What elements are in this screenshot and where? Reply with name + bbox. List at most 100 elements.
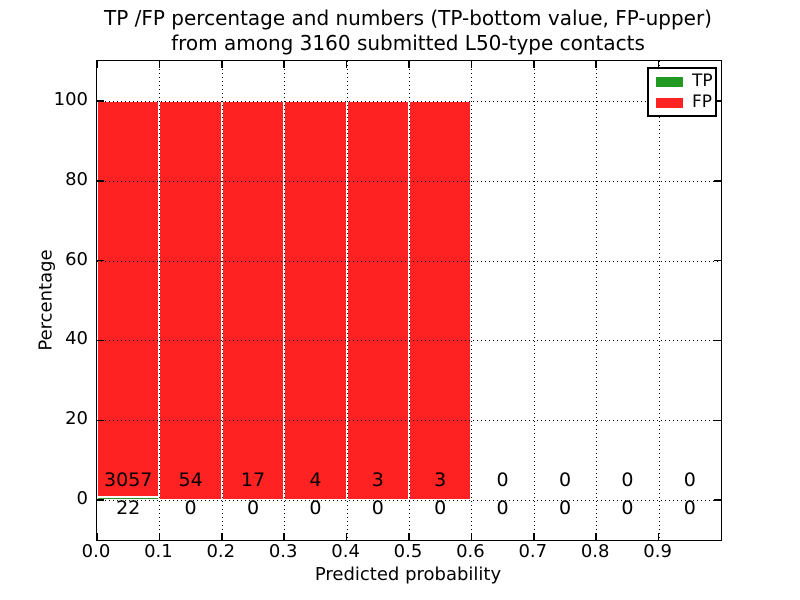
gridline-vertical: [284, 61, 286, 540]
x-tick-label: 0.5: [393, 541, 423, 562]
gridline-horizontal: [97, 340, 721, 342]
x-tick-mark: [595, 533, 597, 540]
y-tick-mark: [97, 419, 104, 421]
gridline-horizontal: [97, 100, 721, 102]
y-tick-mark: [97, 180, 104, 182]
x-tick-mark-top: [533, 61, 535, 68]
gridline-vertical: [159, 61, 161, 540]
y-tick-mark-right: [714, 180, 721, 182]
fp-bar: [221, 100, 285, 501]
x-tick-label: 0.7: [518, 541, 548, 562]
tp-legend-swatch-icon: [656, 76, 683, 87]
x-tick-mark-top: [408, 61, 410, 68]
y-tick-mark-right: [714, 419, 721, 421]
x-tick-label: 0.3: [268, 541, 298, 562]
legend-row-fp: FP: [649, 92, 715, 113]
tp-count-annotation: 0: [683, 497, 696, 519]
x-tick-mark: [470, 533, 473, 540]
legend-label-tp: TP: [692, 71, 713, 91]
x-tick-mark-top: [283, 61, 285, 68]
x-tick-label: 0.4: [331, 541, 360, 562]
gridline-vertical: [533, 61, 535, 540]
fp-count-annotation: 3: [371, 469, 384, 491]
x-tick-label: 0.6: [456, 541, 485, 562]
tp-count-annotation: 0: [309, 497, 322, 519]
fp-count-annotation: 0: [496, 469, 509, 491]
x-tick-mark-top: [657, 61, 660, 68]
tp-count-annotation: 0: [184, 497, 197, 519]
tp-count-annotation: 0: [434, 497, 447, 519]
x-axis-label: Predicted probability: [314, 564, 502, 585]
y-tick-label: 100: [53, 88, 88, 110]
x-tick-mark: [657, 533, 660, 540]
tp-count-annotation: 0: [246, 497, 260, 519]
gridline-horizontal: [97, 260, 721, 262]
y-tick-mark: [97, 259, 104, 262]
fp-count-annotation: 0: [683, 469, 696, 491]
x-tick-mark-top: [96, 61, 98, 68]
tp-count-annotation: 0: [621, 497, 634, 519]
gridline-horizontal: [97, 500, 721, 502]
tp-count-annotation: 0: [371, 497, 384, 519]
chart-title-line1: TP /FP percentage and numbers (TP-bottom…: [104, 6, 712, 30]
x-tick-mark-top: [470, 61, 473, 68]
fp-count-annotation: 3: [434, 469, 447, 491]
gridline-vertical: [346, 61, 348, 540]
y-tick-label: 0: [76, 488, 88, 510]
y-tick-mark: [97, 339, 104, 342]
x-tick-mark: [345, 533, 348, 540]
gridline-vertical: [409, 61, 410, 540]
fp-bar: [97, 100, 160, 498]
y-tick-mark-right: [714, 100, 721, 102]
x-tick-label: 0.0: [81, 541, 111, 562]
fp-bar: [409, 100, 472, 501]
legend-row-tp: TP: [649, 71, 715, 92]
tp-count-annotation: 22: [116, 497, 141, 519]
tp-count-annotation: 0: [558, 497, 572, 519]
fp-bar: [284, 100, 347, 501]
chart-title: TP /FP percentage and numbers (TP-bottom…: [96, 6, 720, 56]
x-tick-mark: [158, 533, 161, 540]
tp-bar: [97, 497, 160, 501]
fp-count-annotation: 54: [178, 469, 203, 491]
fp-bar: [159, 100, 222, 501]
x-tick-mark-top: [221, 61, 223, 68]
gridline-vertical: [471, 61, 473, 540]
plot-area: 3057 22 54 0 17 0 4 0 3 0 3 0 0 0 0 0 0 0 0 0 TP FP: [96, 60, 722, 541]
y-tick-mark: [97, 100, 104, 102]
fp-legend-swatch-icon: [656, 97, 683, 108]
gridline-vertical: [658, 61, 660, 540]
y-tick-label: 20: [65, 408, 88, 430]
gridline-horizontal: [97, 420, 721, 422]
y-tick-mark-right: [714, 259, 721, 262]
x-tick-mark-top: [158, 61, 161, 68]
y-tick-mark: [97, 499, 104, 501]
fp-bar: [346, 100, 409, 501]
x-tick-mark: [533, 533, 535, 540]
x-tick-mark: [408, 533, 410, 540]
gridline-horizontal: [97, 180, 721, 182]
y-tick-mark-right: [714, 339, 721, 342]
x-tick-mark: [221, 533, 223, 540]
fp-count-annotation: 17: [240, 469, 266, 491]
x-tick-label: 0.9: [643, 541, 672, 562]
legend: TP FP: [647, 67, 717, 117]
x-tick-mark: [283, 533, 285, 540]
gridline-vertical: [221, 61, 223, 540]
fp-count-annotation: 3057: [104, 469, 153, 491]
fp-count-annotation: 4: [309, 469, 322, 491]
gridline-vertical: [596, 61, 598, 540]
x-tick-label: 0.1: [144, 541, 173, 562]
x-tick-mark-top: [345, 61, 348, 68]
fp-count-annotation: 0: [621, 469, 634, 491]
x-tick-label: 0.2: [206, 541, 236, 562]
y-tick-label: 40: [65, 328, 88, 350]
x-tick-mark: [96, 533, 98, 540]
fp-count-annotation: 0: [558, 469, 572, 491]
y-tick-label: 60: [65, 248, 88, 270]
x-tick-label: 0.8: [580, 541, 610, 562]
y-tick-label: 80: [65, 168, 88, 190]
tp-count-annotation: 0: [496, 497, 509, 519]
chart-title-line2: from among 3160 submitted L50-type conta…: [171, 31, 645, 55]
